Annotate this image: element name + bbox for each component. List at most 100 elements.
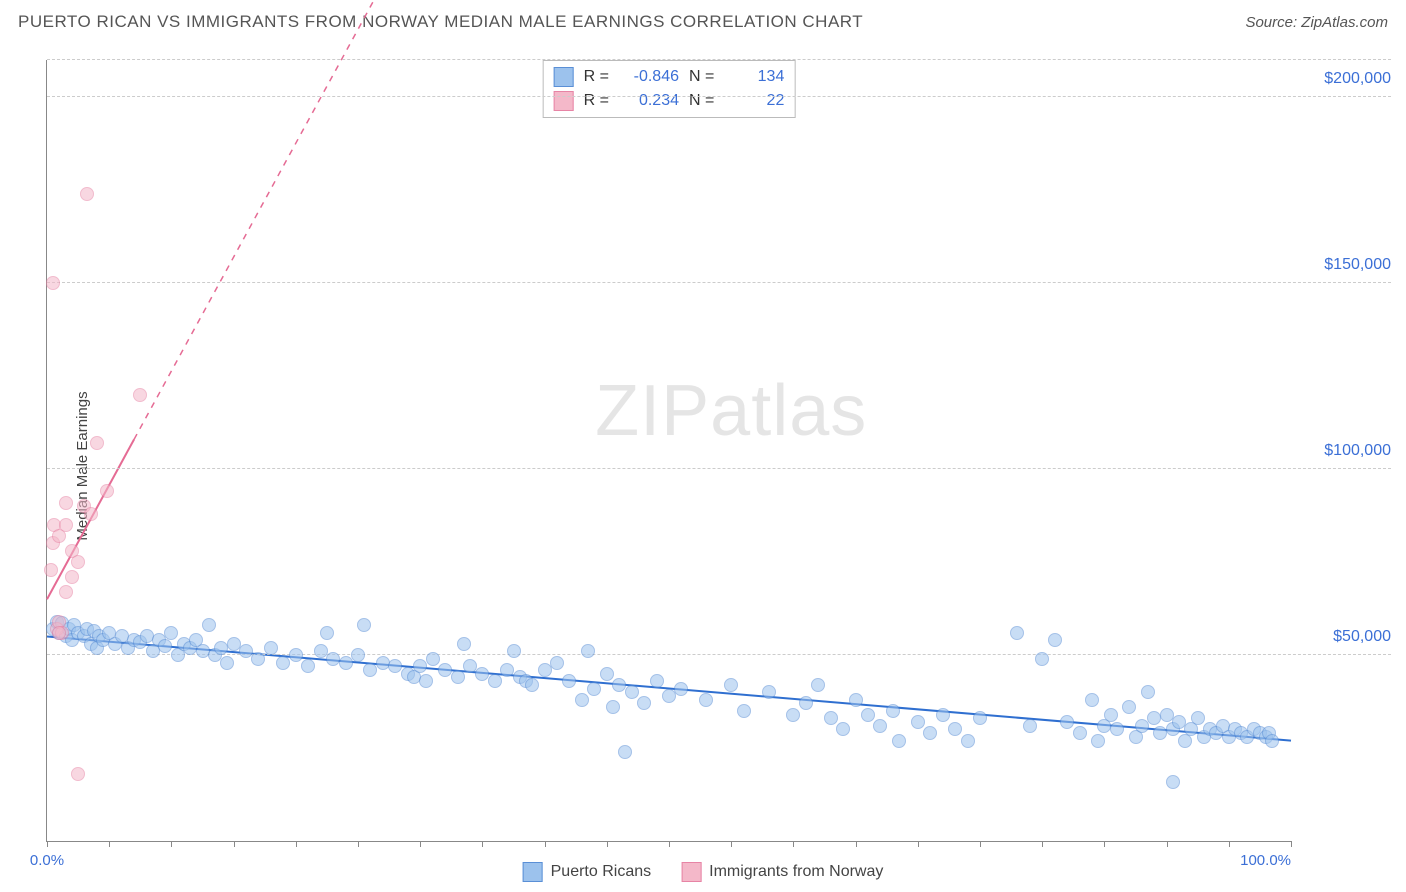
data-point (625, 685, 639, 699)
data-point (80, 187, 94, 201)
legend-row: R =0.234N =22 (554, 89, 785, 113)
data-point (71, 555, 85, 569)
data-point (911, 715, 925, 729)
data-point (961, 734, 975, 748)
data-point (451, 670, 465, 684)
data-point (550, 656, 564, 670)
data-point (220, 656, 234, 670)
data-point (507, 644, 521, 658)
data-point (1073, 726, 1087, 740)
data-point (413, 659, 427, 673)
data-point (1141, 685, 1155, 699)
x-tick (296, 841, 297, 847)
data-point (600, 667, 614, 681)
x-tick (980, 841, 981, 847)
x-tick (856, 841, 857, 847)
data-point (1085, 693, 1099, 707)
data-point (457, 637, 471, 651)
data-point (936, 708, 950, 722)
x-tick (607, 841, 608, 847)
x-tick-label: 0.0% (30, 852, 64, 869)
legend-item: Immigrants from Norway (681, 862, 883, 882)
x-tick (420, 841, 421, 847)
data-point (46, 276, 60, 290)
data-point (1104, 708, 1118, 722)
data-point (276, 656, 290, 670)
x-tick (1229, 841, 1230, 847)
x-tick (47, 841, 48, 847)
legend-row: R =-0.846N =134 (554, 65, 785, 89)
data-point (419, 674, 433, 688)
data-point (1191, 711, 1205, 725)
x-tick (234, 841, 235, 847)
gridline (47, 96, 1391, 97)
watermark: ZIPatlas (595, 370, 867, 452)
data-point (59, 518, 73, 532)
data-point (100, 484, 114, 498)
data-point (1166, 775, 1180, 789)
x-tick (109, 841, 110, 847)
data-point (587, 682, 601, 696)
data-point (892, 734, 906, 748)
data-point (133, 388, 147, 402)
data-point (59, 496, 73, 510)
x-tick (482, 841, 483, 847)
data-point (886, 704, 900, 718)
data-point (699, 693, 713, 707)
data-point (1135, 719, 1149, 733)
x-tick (171, 841, 172, 847)
data-point (426, 652, 440, 666)
data-point (363, 663, 377, 677)
data-point (1010, 626, 1024, 640)
data-point (84, 507, 98, 521)
y-tick-label: $50,000 (1301, 628, 1391, 646)
data-point (538, 663, 552, 677)
data-point (525, 678, 539, 692)
source-attribution: Source: ZipAtlas.com (1245, 14, 1388, 31)
data-point (289, 648, 303, 662)
data-point (44, 563, 58, 577)
data-point (606, 700, 620, 714)
data-point (1023, 719, 1037, 733)
data-point (1122, 700, 1136, 714)
data-point (71, 767, 85, 781)
data-point (1035, 652, 1049, 666)
chart-container: Median Male Earnings ZIPatlas R =-0.846N… (0, 40, 1406, 892)
data-point (581, 644, 595, 658)
data-point (59, 585, 73, 599)
data-point (52, 626, 66, 640)
data-point (724, 678, 738, 692)
plot-area: ZIPatlas R =-0.846N =134R =0.234N =22 $5… (46, 60, 1291, 842)
data-point (948, 722, 962, 736)
data-point (1091, 734, 1105, 748)
x-tick (1042, 841, 1043, 847)
data-point (849, 693, 863, 707)
data-point (637, 696, 651, 710)
data-point (575, 693, 589, 707)
x-tick-label: 100.0% (1240, 852, 1291, 869)
data-point (762, 685, 776, 699)
data-point (1110, 722, 1124, 736)
legend-item: Puerto Ricans (523, 862, 652, 882)
data-point (1060, 715, 1074, 729)
gridline (47, 59, 1391, 60)
data-point (861, 708, 875, 722)
correlation-legend: R =-0.846N =134R =0.234N =22 (543, 60, 796, 118)
x-tick (793, 841, 794, 847)
y-tick-label: $100,000 (1301, 442, 1391, 460)
y-tick-label: $150,000 (1301, 256, 1391, 274)
data-point (737, 704, 751, 718)
data-point (301, 659, 315, 673)
data-point (90, 436, 104, 450)
x-tick (669, 841, 670, 847)
x-tick (1104, 841, 1105, 847)
data-point (320, 626, 334, 640)
data-point (351, 648, 365, 662)
data-point (264, 641, 278, 655)
data-point (650, 674, 664, 688)
data-point (674, 682, 688, 696)
data-point (923, 726, 937, 740)
x-tick (1291, 841, 1292, 847)
data-point (65, 570, 79, 584)
y-tick-label: $200,000 (1301, 70, 1391, 88)
